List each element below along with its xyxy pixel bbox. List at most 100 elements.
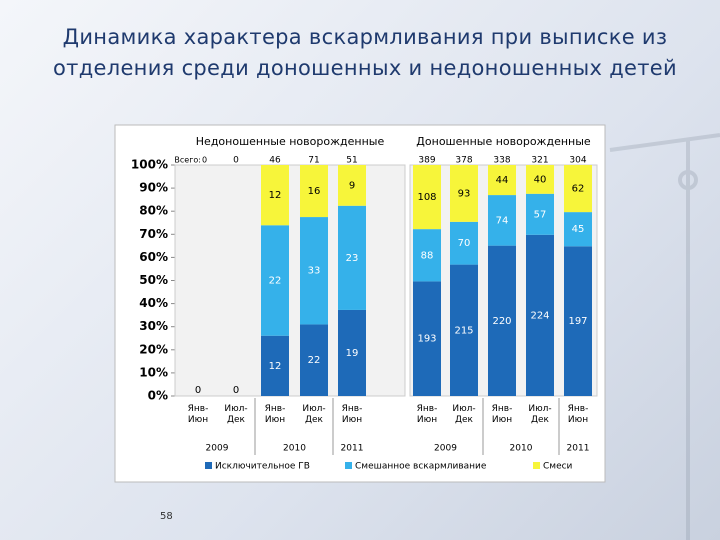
value-label: 16	[308, 186, 321, 197]
plot-area	[174, 164, 406, 397]
legend-label: Смешанное вскармливание	[355, 462, 487, 472]
y-tick-label: 20%	[139, 342, 168, 356]
x-tick-label: Июл-Дек	[224, 404, 248, 425]
y-tick-label: 50%	[139, 273, 168, 287]
value-label: 88	[421, 250, 434, 261]
value-label: 33	[308, 266, 321, 277]
bar-segment	[564, 212, 592, 247]
bar-segment	[338, 165, 366, 206]
value-label: 23	[346, 253, 359, 264]
bar-segment	[526, 165, 554, 194]
value-label: 220	[492, 316, 511, 327]
y-tick-label: 30%	[139, 319, 168, 333]
bar-segment	[526, 193, 554, 235]
bar-segment	[488, 165, 516, 196]
bar-segment	[300, 165, 328, 218]
bar-segment	[261, 165, 289, 226]
x-tick-label: Янв-Июн	[491, 404, 513, 425]
legend-swatch	[345, 462, 352, 469]
total-label: 338	[493, 156, 510, 166]
value-label: 215	[454, 325, 473, 336]
bar-segment	[300, 217, 328, 325]
x-tick-label: Июл-Дек	[452, 404, 476, 425]
value-label: 22	[269, 276, 282, 287]
value-label: 108	[417, 192, 436, 203]
y-tick-label: 40%	[139, 296, 168, 310]
panel-title: Недоношенные новорожденные	[196, 135, 385, 148]
x-tick-label: Июл-Дек	[528, 404, 552, 425]
scales-decor	[609, 133, 720, 540]
bar-segment	[261, 335, 289, 396]
y-tick-label: 100%	[131, 158, 168, 172]
total-label: 304	[569, 156, 586, 166]
value-label: 19	[346, 348, 359, 359]
year-label: 2009	[206, 444, 229, 454]
y-tick-label: 90%	[139, 181, 168, 195]
value-label: 0	[195, 385, 201, 396]
year-label: 2011	[341, 444, 364, 454]
value-label: 74	[496, 215, 509, 226]
bar-segment	[526, 234, 554, 396]
value-label: 9	[349, 180, 355, 191]
total-label: 46	[269, 156, 281, 166]
total-prefix: Всего:	[174, 156, 201, 165]
y-tick-label: 80%	[139, 204, 168, 218]
bar-segment	[564, 246, 592, 396]
value-label: 93	[458, 188, 471, 199]
total-label: 321	[531, 156, 548, 166]
bar-segment	[413, 281, 441, 396]
slide-title: Динамика характера вскармливания при вып…	[53, 25, 677, 80]
bar-segment	[338, 205, 366, 310]
bar-segment	[338, 309, 366, 396]
value-label: 12	[269, 190, 282, 201]
value-label: 0	[233, 385, 239, 396]
bar-segment	[261, 225, 289, 336]
bar-segment	[450, 221, 478, 265]
value-label: 40	[534, 174, 547, 185]
bar-segment	[300, 324, 328, 396]
total-label: 389	[418, 156, 435, 166]
x-tick-label: Янв-Июн	[416, 404, 438, 425]
value-label: 62	[572, 184, 585, 195]
value-label: 12	[269, 361, 282, 372]
value-label: 224	[530, 310, 549, 321]
year-label: 2010	[283, 444, 306, 454]
y-tick-label: 0%	[148, 389, 168, 403]
year-label: 2010	[510, 444, 533, 454]
x-tick-label: Янв-Июн	[264, 404, 286, 425]
bar-segment	[564, 165, 592, 213]
bar-segment	[488, 195, 516, 246]
value-label: 45	[572, 224, 585, 235]
legend-label: Исключительное ГВ	[215, 462, 310, 472]
bar-segment	[450, 165, 478, 222]
total-label: 0	[202, 156, 207, 165]
y-tick-label: 70%	[139, 227, 168, 241]
x-tick-label: Янв-Июн	[187, 404, 209, 425]
value-label: 44	[496, 175, 509, 186]
page-number: 58	[160, 511, 173, 522]
total-label: 71	[308, 156, 319, 166]
bar-segment	[413, 229, 441, 282]
year-label: 2011	[567, 444, 590, 454]
value-label: 70	[458, 238, 471, 249]
value-label: 193	[417, 334, 436, 345]
legend-label: Смеси	[543, 462, 573, 472]
bar-segment	[450, 264, 478, 396]
x-tick-label: Янв-Июн	[341, 404, 363, 425]
bar-segment	[488, 245, 516, 396]
bar-segment	[413, 165, 441, 230]
y-tick-label: 10%	[139, 365, 168, 379]
value-label: 22	[308, 355, 321, 366]
x-tick-label: Янв-Июн	[567, 404, 589, 425]
legend-swatch	[205, 462, 212, 469]
legend-swatch	[533, 462, 540, 469]
y-tick-label: 60%	[139, 250, 168, 264]
x-tick-label: Июл-Дек	[302, 404, 326, 425]
value-label: 57	[534, 209, 547, 220]
total-label: 0	[233, 156, 239, 166]
total-label: 378	[455, 156, 472, 166]
year-label: 2009	[434, 444, 457, 454]
value-label: 197	[568, 316, 587, 327]
